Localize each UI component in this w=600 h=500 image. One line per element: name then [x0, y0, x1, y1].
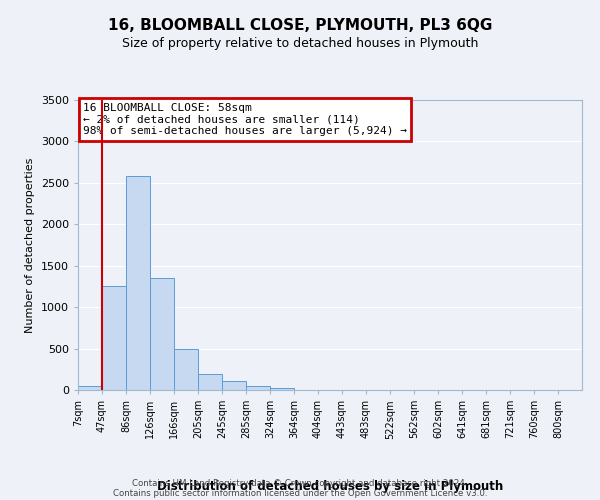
Bar [246, 386, 270, 390]
Text: Contains public sector information licensed under the Open Government Licence v3: Contains public sector information licen… [113, 488, 487, 498]
Text: Size of property relative to detached houses in Plymouth: Size of property relative to detached ho… [122, 38, 478, 51]
Text: 16, BLOOMBALL CLOSE, PLYMOUTH, PL3 6QG: 16, BLOOMBALL CLOSE, PLYMOUTH, PL3 6QG [108, 18, 492, 32]
Y-axis label: Number of detached properties: Number of detached properties [25, 158, 35, 332]
Text: Contains HM Land Registry data © Crown copyright and database right 2024.: Contains HM Land Registry data © Crown c… [132, 478, 468, 488]
Text: 16 BLOOMBALL CLOSE: 58sqm
← 2% of detached houses are smaller (114)
98% of semi-: 16 BLOOMBALL CLOSE: 58sqm ← 2% of detach… [83, 103, 407, 136]
X-axis label: Distribution of detached houses by size in Plymouth: Distribution of detached houses by size … [157, 480, 503, 493]
Bar [270, 388, 294, 390]
Bar [222, 381, 246, 390]
Bar [150, 278, 174, 390]
Bar [174, 348, 198, 390]
Bar [78, 386, 102, 390]
Bar [198, 374, 222, 390]
Bar [126, 176, 150, 390]
Bar [102, 286, 126, 390]
